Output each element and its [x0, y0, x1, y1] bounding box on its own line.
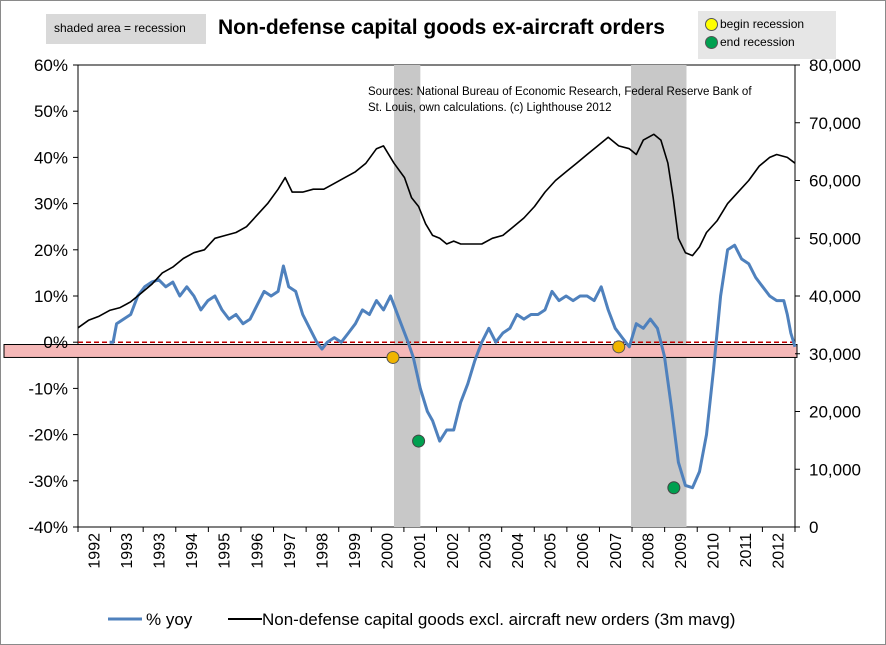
x-axis-tick-label: 1998 [314, 533, 331, 569]
x-axis-tick-label: 1992 [86, 533, 103, 569]
x-axis-tick-label: 2002 [445, 533, 462, 569]
right-axis-tick-label: 30,000 [809, 345, 861, 364]
right-axis-tick-label: 40,000 [809, 287, 861, 306]
end-recession-label: end recession [720, 35, 795, 49]
left-axis-tick-label: 30% [34, 195, 68, 214]
shade-note-box [46, 14, 206, 44]
series-line-level [77, 133, 796, 329]
right-axis-tick-label: 20,000 [809, 403, 861, 422]
left-axis-tick-label: -40% [28, 518, 68, 537]
legend-level-swatch [228, 618, 262, 620]
series-line-yoy [109, 243, 797, 490]
x-axis-tick-label: 1993 [151, 533, 168, 569]
x-axis-tick-label: 2011 [738, 533, 755, 568]
right-axis-tick-label: 70,000 [809, 114, 861, 133]
left-axis-tick-label: -20% [28, 426, 68, 445]
marker-legend-box [698, 11, 836, 59]
x-axis-tick-label: 2003 [477, 533, 494, 569]
right-axis-tick-label: 10,000 [809, 460, 861, 479]
x-axis-tick-label: 2007 [608, 533, 625, 569]
left-axis-tick-label: 0% [43, 333, 68, 352]
sources-note: Sources: National Bureau of Economic Res… [368, 86, 752, 114]
legend-yoy-label: % yoy [146, 610, 193, 629]
begin-recession-label: begin recession [720, 17, 805, 31]
legend-level-label: Non-defense capital goods excl. aircraft… [262, 610, 736, 629]
x-axis-tick-label: 2006 [575, 533, 592, 569]
chart-title: Non-defense capital goods ex-aircraft or… [218, 16, 665, 39]
x-axis-tick-label: 1997 [282, 533, 299, 569]
end-recession-marker-icon [705, 36, 718, 49]
shade-note: shaded area = recession [54, 21, 186, 35]
left-axis-tick-label: 10% [34, 287, 68, 306]
x-axis-tick-label: 1993 [119, 533, 136, 569]
x-axis-tick-label: 1996 [249, 533, 266, 569]
right-axis-tick-label: 0 [809, 518, 818, 537]
plot-area [77, 64, 796, 528]
negative-band-highlight [3, 344, 798, 358]
right-axis-tick-label: 80,000 [809, 56, 861, 75]
x-axis-tick-label: 2001 [412, 533, 429, 569]
x-axis-tick-label: 2009 [673, 533, 690, 569]
x-axis-tick-label: 1995 [217, 533, 234, 569]
begin-recession-marker-icon [705, 18, 718, 31]
left-axis-tick-label: 40% [34, 148, 68, 167]
right-axis-tick-label: 50,000 [809, 229, 861, 248]
left-axis-tick-label: 20% [34, 241, 68, 260]
x-axis-tick-label: 1999 [347, 533, 364, 569]
x-axis-tick-label: 2000 [380, 533, 397, 569]
left-axis-tick-label: -30% [28, 472, 68, 491]
x-axis-tick-label: 2004 [510, 533, 527, 569]
legend-yoy-swatch [108, 617, 142, 621]
begin-recession-marker [612, 340, 626, 354]
left-axis-tick-label: -10% [28, 379, 68, 398]
right-axis-tick-label: 60,000 [809, 172, 861, 191]
left-axis-tick-label: 60% [34, 56, 68, 75]
end-recession-marker [667, 481, 681, 495]
x-axis-tick-label: 2010 [706, 533, 723, 569]
x-axis-tick-label: 1994 [184, 533, 201, 569]
x-axis-tick-label: 2005 [543, 533, 560, 569]
end-recession-marker [412, 434, 426, 448]
begin-recession-marker [386, 350, 400, 364]
left-axis-tick-label: 50% [34, 102, 68, 121]
recession-shade [394, 65, 421, 527]
x-axis-tick-label: 2012 [771, 533, 788, 569]
x-axis-tick-label: 2008 [640, 533, 657, 569]
